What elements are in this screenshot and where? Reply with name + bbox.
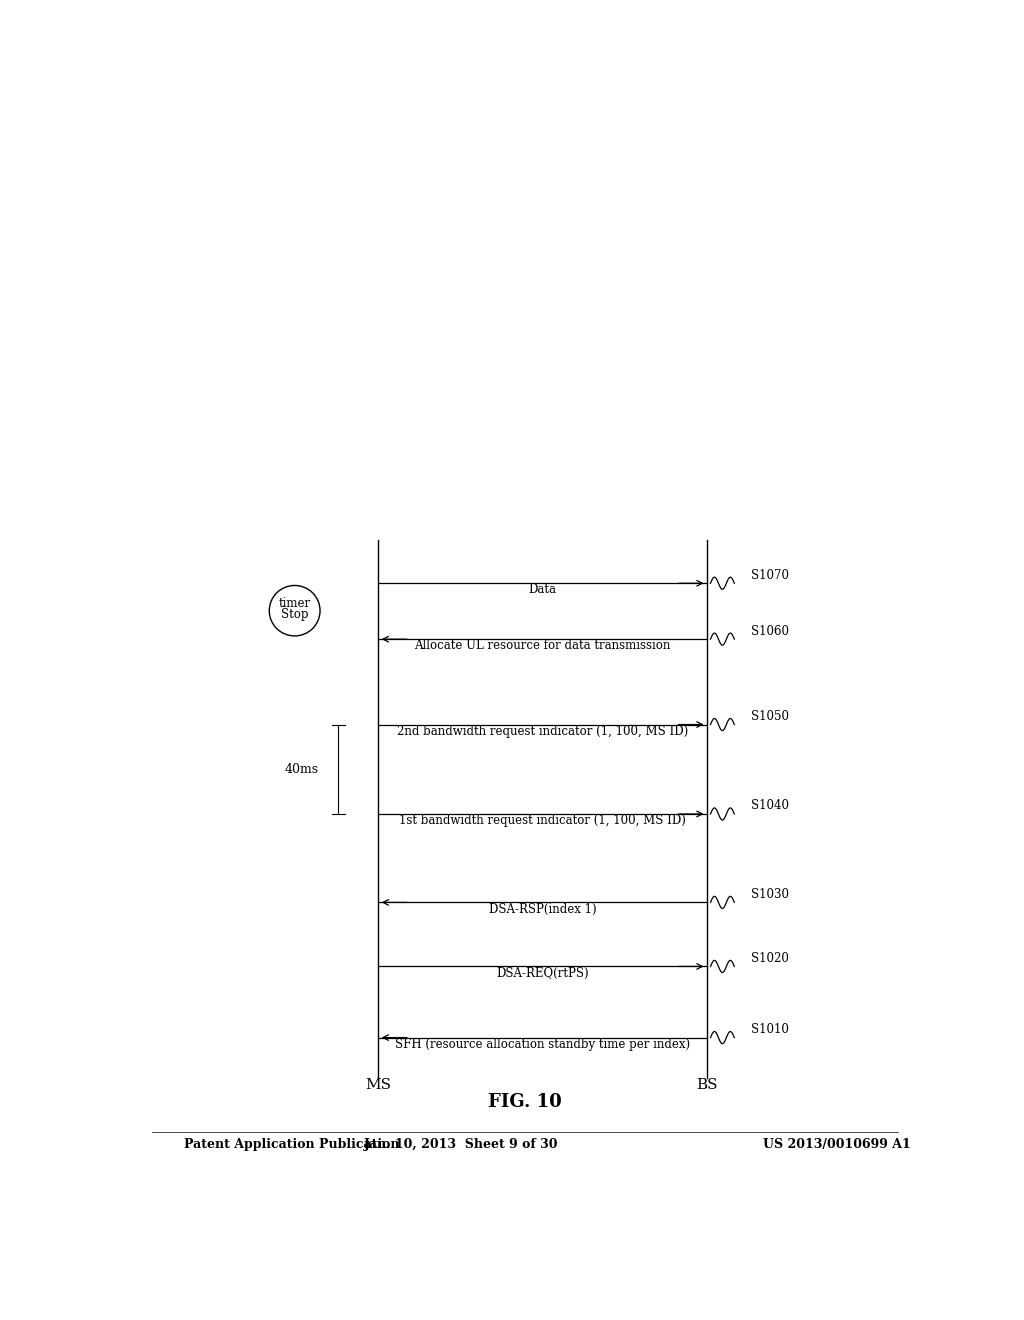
Text: FIG. 10: FIG. 10 xyxy=(487,1093,562,1110)
Text: 40ms: 40ms xyxy=(285,763,318,776)
Text: DSA-REQ(rtPS): DSA-REQ(rtPS) xyxy=(497,966,589,979)
Text: DSA-RSP(index 1): DSA-RSP(index 1) xyxy=(488,903,596,916)
Text: MS: MS xyxy=(365,1078,391,1093)
Text: S1010: S1010 xyxy=(751,1023,788,1036)
Text: 2nd bandwidth request indicator (1, 100, MS ID): 2nd bandwidth request indicator (1, 100,… xyxy=(397,725,688,738)
Text: S1050: S1050 xyxy=(751,710,788,723)
Text: Allocate UL resource for data transmission: Allocate UL resource for data transmissi… xyxy=(415,639,671,652)
Text: SFH (resource allocation standby time per index): SFH (resource allocation standby time pe… xyxy=(395,1038,690,1051)
Text: 1st bandwidth request indicator (1, 100, MS ID): 1st bandwidth request indicator (1, 100,… xyxy=(399,814,686,828)
Text: Stop: Stop xyxy=(281,609,308,620)
Text: S1070: S1070 xyxy=(751,569,788,582)
Text: S1060: S1060 xyxy=(751,624,788,638)
Text: Patent Application Publication: Patent Application Publication xyxy=(183,1138,399,1151)
Text: S1040: S1040 xyxy=(751,800,788,812)
Text: timer: timer xyxy=(279,597,310,610)
Text: S1020: S1020 xyxy=(751,952,788,965)
Text: US 2013/0010699 A1: US 2013/0010699 A1 xyxy=(763,1138,910,1151)
Text: Data: Data xyxy=(528,583,557,597)
Text: Jan. 10, 2013  Sheet 9 of 30: Jan. 10, 2013 Sheet 9 of 30 xyxy=(365,1138,558,1151)
Text: S1030: S1030 xyxy=(751,888,788,900)
Ellipse shape xyxy=(269,586,321,636)
Text: BS: BS xyxy=(696,1078,718,1093)
